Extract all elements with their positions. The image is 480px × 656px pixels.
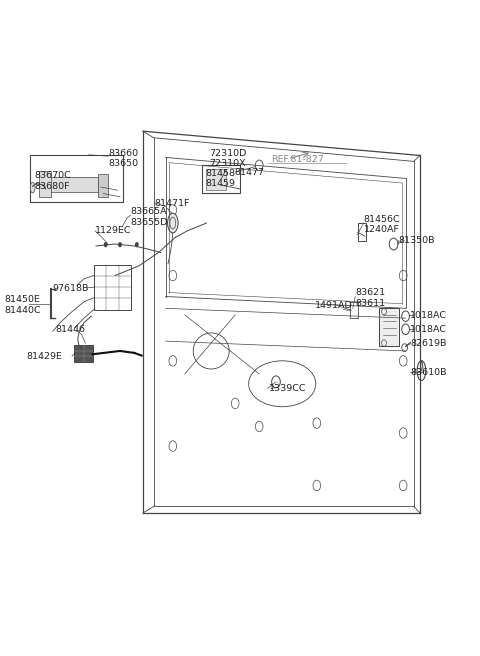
Bar [30,155,123,202]
Text: 81477: 81477 [234,168,264,177]
Text: 82619B: 82619B [410,339,447,348]
Text: 81450E
81440C: 81450E 81440C [5,295,41,315]
Text: 72310D
72310X: 72310D 72310X [209,149,246,169]
Circle shape [104,242,108,247]
Bar [94,265,131,310]
Text: 83621
83611: 83621 83611 [355,288,385,308]
Bar [74,345,93,362]
Text: 1491AD: 1491AD [315,300,353,310]
Bar [98,174,108,197]
Text: REF.81-827: REF.81-827 [271,155,324,164]
Bar [202,165,240,193]
Text: 1018AC: 1018AC [410,311,447,320]
Circle shape [118,242,122,247]
Circle shape [135,242,139,247]
Text: 81446: 81446 [55,325,85,335]
Ellipse shape [168,213,178,233]
Bar [50,177,98,192]
Bar [379,308,399,346]
Ellipse shape [30,182,35,193]
Text: 83660
83650: 83660 83650 [108,149,138,169]
Text: 81456C
1240AF: 81456C 1240AF [364,215,400,234]
Text: 83610B: 83610B [410,368,447,377]
Text: 83670C
83680F: 83670C 83680F [35,171,72,191]
Bar [358,223,366,241]
Text: 81458
81459: 81458 81459 [205,169,235,188]
Bar [350,302,358,318]
Bar [206,169,226,190]
Text: 81471F: 81471F [155,199,190,208]
Bar [39,171,51,197]
Text: 97618B: 97618B [53,284,89,293]
Text: 1018AC: 1018AC [410,325,447,335]
Text: 81350B: 81350B [398,236,435,245]
Text: 1129EC: 1129EC [95,226,132,236]
Text: 83665A
83655D: 83665A 83655D [131,207,168,227]
Text: 81429E: 81429E [26,352,62,361]
Text: 1339CC: 1339CC [269,384,306,393]
